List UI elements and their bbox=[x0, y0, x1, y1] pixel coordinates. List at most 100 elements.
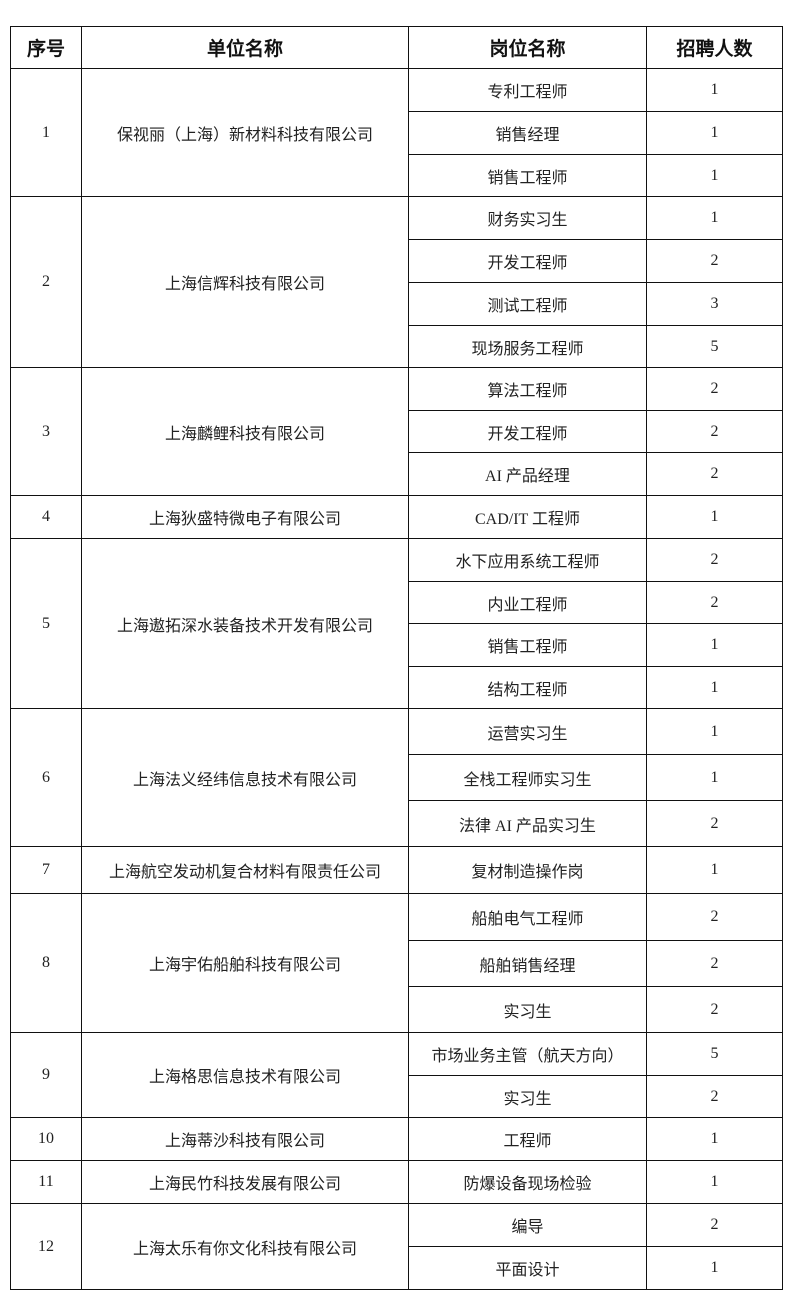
table-row: 8 上海宇佑船舶科技有限公司 船舶电气工程师 2 bbox=[10, 893, 783, 1033]
table-row: 开发工程师 2 bbox=[11, 239, 783, 283]
hire-count: 5 bbox=[646, 1032, 783, 1076]
table-row: 销售经理 1 bbox=[11, 111, 783, 155]
row-index: 11 bbox=[10, 1160, 82, 1204]
hire-count: 2 bbox=[646, 1203, 783, 1247]
position-title: 实习生 bbox=[408, 986, 647, 1033]
table-row: 12 上海太乐有你文化科技有限公司 编导 2 bbox=[10, 1203, 783, 1290]
hire-count: 1 bbox=[646, 1117, 783, 1161]
company-name: 保视丽（上海）新材料科技有限公司 bbox=[81, 68, 409, 197]
hire-count: 2 bbox=[646, 239, 783, 283]
row-index: 6 bbox=[10, 708, 82, 847]
hire-count: 2 bbox=[646, 538, 783, 582]
company-name: 上海遨拓深水装备技术开发有限公司 bbox=[81, 538, 409, 709]
company-name: 上海太乐有你文化科技有限公司 bbox=[81, 1203, 409, 1290]
table-row: 2 上海信辉科技有限公司 财务实习生 1 bbox=[10, 196, 783, 368]
position-title: 现场服务工程师 bbox=[408, 325, 647, 368]
position-title: 开发工程师 bbox=[408, 410, 647, 453]
hire-count: 2 bbox=[646, 367, 783, 411]
table-row: 7 上海航空发动机复合材料有限责任公司 复材制造操作岗 1 bbox=[10, 846, 783, 894]
table-row: AI 产品经理 2 bbox=[11, 452, 783, 496]
table-row: 1 保视丽（上海）新材料科技有限公司 专利工程师 1 bbox=[10, 68, 783, 197]
company-name: 上海宇佑船舶科技有限公司 bbox=[81, 893, 409, 1033]
hire-count: 1 bbox=[646, 754, 783, 801]
table-row: 实习生 2 bbox=[11, 986, 783, 1033]
position-title: 销售经理 bbox=[408, 111, 647, 155]
table-row: 实习生 2 bbox=[11, 1075, 783, 1118]
company-name: 上海信辉科技有限公司 bbox=[81, 196, 409, 368]
hire-count: 2 bbox=[646, 581, 783, 624]
position-title: AI 产品经理 bbox=[408, 452, 647, 496]
company-name: 上海狄盛特微电子有限公司 bbox=[81, 495, 409, 539]
row-index: 8 bbox=[10, 893, 82, 1033]
table-row: 3 上海麟鲤科技有限公司 算法工程师 2 bbox=[10, 367, 783, 496]
hire-count: 1 bbox=[646, 196, 783, 240]
position-title: 开发工程师 bbox=[408, 239, 647, 283]
position-title: 平面设计 bbox=[408, 1246, 647, 1290]
hire-count: 2 bbox=[646, 452, 783, 496]
hire-count: 5 bbox=[646, 325, 783, 368]
company-name: 上海蒂沙科技有限公司 bbox=[81, 1117, 409, 1161]
position-title: 法律 AI 产品实习生 bbox=[408, 800, 647, 847]
header-index: 序号 bbox=[10, 26, 82, 69]
position-title: 工程师 bbox=[408, 1117, 647, 1161]
hire-count: 1 bbox=[646, 68, 783, 112]
position-title: 财务实习生 bbox=[408, 196, 647, 240]
table-row: 全栈工程师实习生 1 bbox=[11, 754, 783, 801]
position-title: 销售工程师 bbox=[408, 154, 647, 197]
table-row: 内业工程师 2 bbox=[11, 581, 783, 624]
table-row: 结构工程师 1 bbox=[11, 666, 783, 709]
company-name: 上海航空发动机复合材料有限责任公司 bbox=[81, 846, 409, 894]
header-count: 招聘人数 bbox=[646, 26, 783, 69]
hire-count: 2 bbox=[646, 800, 783, 847]
hire-count: 2 bbox=[646, 410, 783, 453]
hire-count: 1 bbox=[646, 623, 783, 667]
row-index: 1 bbox=[10, 68, 82, 197]
table-row: 9 上海格思信息技术有限公司 市场业务主管（航天方向） 5 bbox=[10, 1032, 783, 1118]
position-title: 内业工程师 bbox=[408, 581, 647, 624]
recruitment-table: 序号 单位名称 岗位名称 招聘人数 1 保视丽（上海）新材料科技有限公司 专利工程师… bbox=[10, 26, 783, 1290]
hire-count: 2 bbox=[646, 1075, 783, 1118]
position-title: 实习生 bbox=[408, 1075, 647, 1118]
position-title: 防爆设备现场检验 bbox=[408, 1160, 647, 1204]
position-title: 市场业务主管（航天方向） bbox=[408, 1032, 647, 1076]
table-body: 1 保视丽（上海）新材料科技有限公司 专利工程师 1 销售经理 1 销售工程师 1 2 上海信辉科… bbox=[10, 68, 783, 1290]
position-title: CAD/IT 工程师 bbox=[408, 495, 647, 539]
position-title: 水下应用系统工程师 bbox=[408, 538, 647, 582]
company-name: 上海麟鲤科技有限公司 bbox=[81, 367, 409, 496]
row-index: 2 bbox=[10, 196, 82, 368]
hire-count: 2 bbox=[646, 986, 783, 1033]
hire-count: 2 bbox=[646, 893, 783, 941]
hire-count: 1 bbox=[646, 708, 783, 755]
company-name: 上海法义经纬信息技术有限公司 bbox=[81, 708, 409, 847]
row-index: 4 bbox=[10, 495, 82, 539]
hire-count: 1 bbox=[646, 1160, 783, 1204]
position-title: 测试工程师 bbox=[408, 282, 647, 326]
hire-count: 1 bbox=[646, 154, 783, 197]
position-title: 结构工程师 bbox=[408, 666, 647, 709]
position-title: 销售工程师 bbox=[408, 623, 647, 667]
row-index: 5 bbox=[10, 538, 82, 709]
hire-count: 1 bbox=[646, 495, 783, 539]
table-row: 4 上海狄盛特微电子有限公司 CAD/IT 工程师 1 bbox=[10, 495, 783, 539]
row-index: 9 bbox=[10, 1032, 82, 1118]
table-row: 法律 AI 产品实习生 2 bbox=[11, 800, 783, 847]
table-row: 11 上海民竹科技发展有限公司 防爆设备现场检验 1 bbox=[10, 1160, 783, 1204]
row-index: 12 bbox=[10, 1203, 82, 1290]
position-title: 复材制造操作岗 bbox=[408, 846, 647, 894]
position-title: 全栈工程师实习生 bbox=[408, 754, 647, 801]
table-row: 船舶销售经理 2 bbox=[11, 940, 783, 987]
company-name: 上海民竹科技发展有限公司 bbox=[81, 1160, 409, 1204]
row-index: 10 bbox=[10, 1117, 82, 1161]
table-row: 现场服务工程师 5 bbox=[11, 325, 783, 368]
position-title: 船舶电气工程师 bbox=[408, 893, 647, 941]
table-row: 6 上海法义经纬信息技术有限公司 运营实习生 1 bbox=[10, 708, 783, 847]
header-position: 岗位名称 bbox=[408, 26, 647, 69]
position-title: 专利工程师 bbox=[408, 68, 647, 112]
header-company: 单位名称 bbox=[81, 26, 409, 69]
hire-count: 1 bbox=[646, 111, 783, 155]
hire-count: 1 bbox=[646, 846, 783, 894]
position-title: 船舶销售经理 bbox=[408, 940, 647, 987]
position-title: 编导 bbox=[408, 1203, 647, 1247]
hire-count: 1 bbox=[646, 666, 783, 709]
table-row: 平面设计 1 bbox=[11, 1246, 783, 1290]
